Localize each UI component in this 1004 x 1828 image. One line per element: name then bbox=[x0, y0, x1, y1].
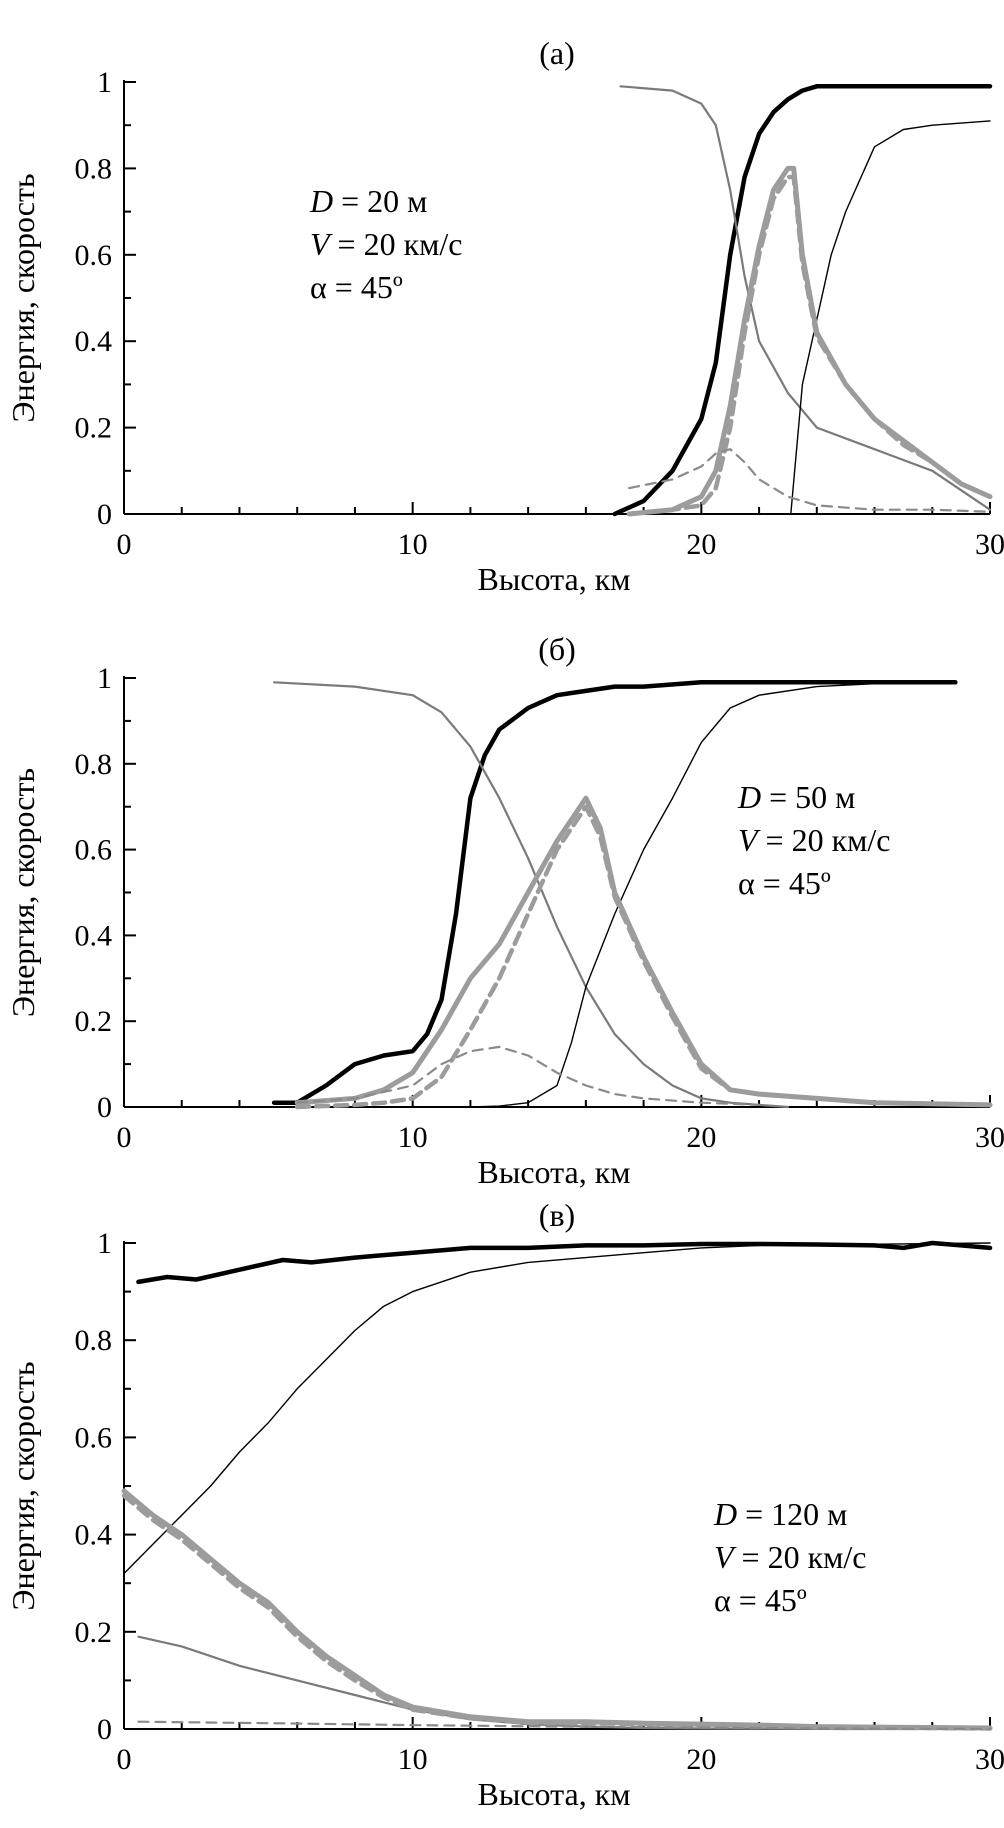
annotation-line: D = 20 м bbox=[309, 183, 427, 219]
y-tick-label: 0.4 bbox=[75, 919, 113, 952]
series-line-gray-thin bbox=[137, 1635, 992, 1731]
y-tick-label: 0.8 bbox=[75, 1324, 113, 1357]
x-tick-label: 30 bbox=[975, 1743, 1004, 1776]
series-line-gray-dashed-thin bbox=[296, 1045, 761, 1107]
y-axis-title: Энергия, скорость bbox=[5, 1361, 41, 1610]
y-tick-label: 0.2 bbox=[75, 1005, 113, 1038]
y-tick-label: 0.4 bbox=[75, 325, 113, 358]
y-tick-label: 0.4 bbox=[75, 1519, 113, 1552]
annotation-line: D = 50 м bbox=[737, 779, 855, 815]
y-tick-label: 1 bbox=[97, 66, 112, 99]
series-line-gray-thick bbox=[626, 165, 993, 517]
x-tick-label: 0 bbox=[117, 1121, 132, 1154]
x-tick-label: 10 bbox=[398, 1121, 428, 1154]
x-tick-label: 20 bbox=[686, 1743, 716, 1776]
y-tick-label: 0.6 bbox=[75, 834, 113, 867]
annotation-line: V = 20 км/с bbox=[738, 822, 890, 858]
x-tick-label: 30 bbox=[975, 528, 1004, 561]
panel-title: (б) bbox=[538, 631, 576, 667]
series-line-gray-dashed-thin bbox=[137, 1720, 992, 1731]
x-tick-label: 20 bbox=[686, 1121, 716, 1154]
x-axis-title: Высота, км bbox=[478, 1776, 631, 1812]
series-line-gray-dashed-thick bbox=[294, 804, 993, 1110]
annotation-line: α = 45º bbox=[310, 269, 403, 305]
y-tick-label: 1 bbox=[97, 1227, 112, 1260]
annotation-line: V = 20 км/с bbox=[310, 226, 462, 262]
series-line-black-thick bbox=[271, 680, 958, 1105]
series-line-gray-thick bbox=[121, 1488, 993, 1731]
x-tick-label: 10 bbox=[398, 1743, 428, 1776]
annotation-line: α = 45º bbox=[738, 865, 831, 901]
panel-title: (в) bbox=[539, 1197, 575, 1233]
series-line-black-thick bbox=[612, 84, 993, 517]
y-tick-label: 0.2 bbox=[75, 412, 113, 445]
y-tick-label: 0.6 bbox=[75, 239, 113, 272]
series-line-black-thin bbox=[123, 1242, 991, 1575]
x-tick-label: 10 bbox=[398, 528, 428, 561]
x-axis-title: Высота, км bbox=[478, 561, 631, 597]
x-tick-label: 0 bbox=[117, 528, 132, 561]
series-line-black-thin bbox=[790, 120, 991, 515]
y-axis-title: Энергия, скорость bbox=[5, 768, 41, 1017]
y-tick-label: 0.8 bbox=[75, 748, 113, 781]
series-line-gray-dashed-thick bbox=[121, 1493, 993, 1731]
series-line-black-thick bbox=[136, 1240, 993, 1285]
series-line-gray-thin bbox=[273, 681, 790, 1109]
x-tick-label: 0 bbox=[117, 1743, 132, 1776]
series-line-gray-dashed-thick bbox=[626, 174, 993, 517]
x-tick-label: 20 bbox=[686, 528, 716, 561]
y-tick-label: 0 bbox=[97, 1091, 112, 1124]
y-tick-label: 1 bbox=[97, 662, 112, 695]
series-line-black-thin bbox=[469, 681, 905, 1108]
y-tick-label: 0.2 bbox=[75, 1616, 113, 1649]
x-tick-label: 30 bbox=[975, 1121, 1004, 1154]
series-line-gray-thin bbox=[619, 85, 992, 511]
x-axis-title: Высота, км bbox=[478, 1154, 631, 1190]
y-tick-label: 0 bbox=[97, 498, 112, 531]
panel-title: (а) bbox=[539, 35, 575, 71]
y-tick-label: 0 bbox=[97, 1713, 112, 1746]
y-tick-label: 0.6 bbox=[75, 1421, 113, 1454]
series-line-gray-dashed-thin bbox=[628, 448, 992, 513]
annotation-line: α = 45º bbox=[714, 1582, 807, 1618]
annotation-line: D = 120 м bbox=[713, 1496, 847, 1532]
y-tick-label: 0.8 bbox=[75, 152, 113, 185]
y-axis-title: Энергия, скорость bbox=[5, 173, 41, 422]
annotation-line: V = 20 км/с bbox=[714, 1539, 866, 1575]
